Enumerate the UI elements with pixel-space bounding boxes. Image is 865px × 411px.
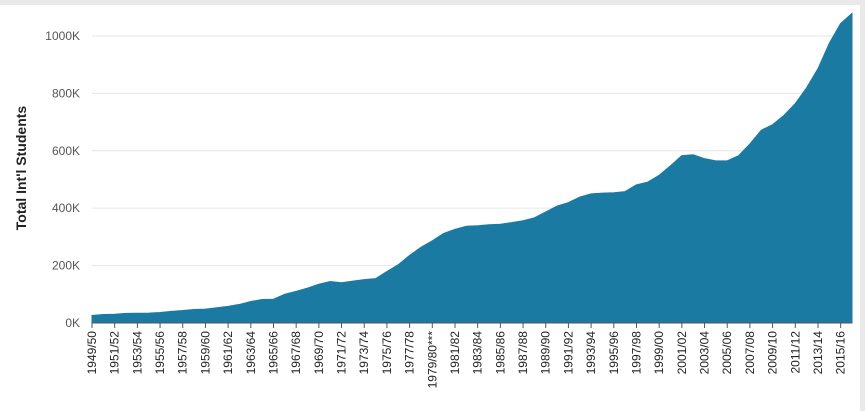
x-tick-label: 1989/90 xyxy=(539,331,553,375)
x-tick-label: 1997/98 xyxy=(629,331,643,375)
y-axis-title: Total Int'l Students xyxy=(13,106,29,231)
area-series-fill xyxy=(91,12,853,324)
x-tick-label: 1967/68 xyxy=(289,331,303,375)
x-tick-label: 1985/86 xyxy=(493,331,507,375)
x-tick-label: 2011/12 xyxy=(788,331,802,374)
x-tick-label: 1959/60 xyxy=(198,331,212,375)
x-tick-label: 1971/72 xyxy=(335,331,349,375)
x-tick-label: 1975/76 xyxy=(380,331,394,375)
x-tick-label: 1977/78 xyxy=(403,331,417,375)
y-tick-label: 200K xyxy=(52,259,80,273)
y-tick-label: 600K xyxy=(52,144,80,158)
x-tick-label: 1995/96 xyxy=(607,331,621,375)
x-tick-label: 1957/58 xyxy=(176,331,190,375)
x-tick-label: 2015/16 xyxy=(834,331,848,375)
x-tick-label: 1993/94 xyxy=(584,331,598,375)
x-tick-label: 1999/00 xyxy=(652,331,666,375)
y-tick-label: 1000K xyxy=(45,29,80,43)
y-tick-label: 400K xyxy=(52,201,80,215)
area-series xyxy=(91,12,853,324)
x-tick-label: 1965/66 xyxy=(266,331,280,375)
x-tick-label: 1963/64 xyxy=(244,331,258,375)
x-tick-label: 1979/80*** xyxy=(425,331,439,389)
x-tick-label: 1961/62 xyxy=(221,331,235,375)
x-tick-label: 2009/10 xyxy=(766,331,780,375)
x-tick-label: 2003/04 xyxy=(698,331,712,375)
x-tick-label: 1955/56 xyxy=(153,331,167,375)
x-tick-label: 1969/70 xyxy=(312,331,326,375)
x-tick-label: 2013/14 xyxy=(811,331,825,375)
x-tick-label: 1991/92 xyxy=(561,331,575,375)
x-axis: 1949/50 1951/52 1953/54 1955/56 1957/58 1959/… xyxy=(85,322,852,389)
x-tick-label: 2007/08 xyxy=(743,331,757,375)
x-tick-label: 1981/82 xyxy=(448,331,462,375)
y-tick-label: 0K xyxy=(65,316,80,330)
x-tick-label: 1949/50 xyxy=(85,331,99,375)
x-tick-label: 1973/74 xyxy=(357,331,371,375)
x-tick-label: 1987/88 xyxy=(516,331,530,375)
x-tick-label: 1953/54 xyxy=(130,331,144,375)
y-axis: 0K 200K 400K 600K 800K 1000K xyxy=(45,29,80,330)
y-tick-label: 800K xyxy=(52,86,80,100)
x-tick-label: 1983/84 xyxy=(471,331,485,375)
x-tick-label: 2005/06 xyxy=(720,331,734,375)
x-tick-label: 2001/02 xyxy=(675,331,689,375)
x-tick-label: 1951/52 xyxy=(108,331,122,375)
